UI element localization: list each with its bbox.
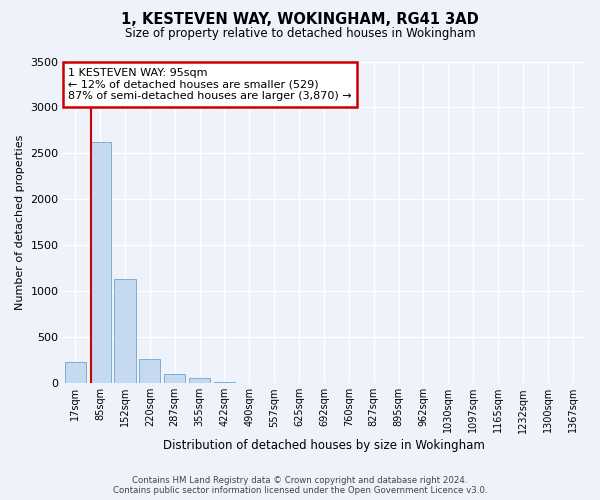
Bar bbox=[115, 279, 136, 383]
Bar bbox=[214, 382, 235, 383]
Y-axis label: Number of detached properties: Number of detached properties bbox=[15, 134, 25, 310]
Bar bbox=[139, 358, 160, 383]
Text: 1, KESTEVEN WAY, WOKINGHAM, RG41 3AD: 1, KESTEVEN WAY, WOKINGHAM, RG41 3AD bbox=[121, 12, 479, 28]
X-axis label: Distribution of detached houses by size in Wokingham: Distribution of detached houses by size … bbox=[163, 440, 485, 452]
Bar bbox=[89, 142, 111, 383]
Text: Size of property relative to detached houses in Wokingham: Size of property relative to detached ho… bbox=[125, 28, 475, 40]
Bar bbox=[65, 362, 86, 383]
Bar bbox=[189, 378, 210, 383]
Text: 1 KESTEVEN WAY: 95sqm
← 12% of detached houses are smaller (529)
87% of semi-det: 1 KESTEVEN WAY: 95sqm ← 12% of detached … bbox=[68, 68, 352, 101]
Text: Contains HM Land Registry data © Crown copyright and database right 2024.
Contai: Contains HM Land Registry data © Crown c… bbox=[113, 476, 487, 495]
Bar bbox=[164, 374, 185, 383]
